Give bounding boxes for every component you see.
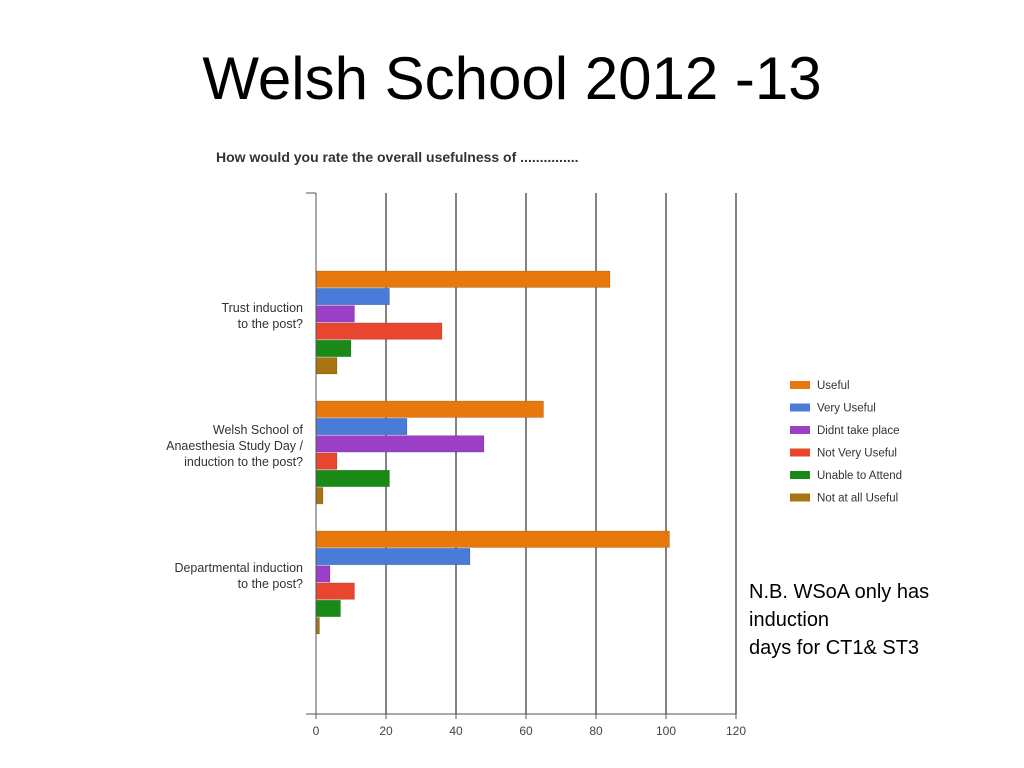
bar [315,487,324,505]
bar [315,418,408,436]
footnote: N.B. WSoA only has induction days for CT… [749,578,1019,662]
bar [315,530,670,548]
bar [315,339,352,357]
bar [315,305,355,323]
x-tick-label: 60 [519,724,533,738]
x-tick-label: 100 [656,724,676,738]
bar [315,357,338,375]
category-label: induction to the post? [184,455,303,469]
bar [315,400,544,418]
legend-label: Very Useful [817,403,876,415]
legend-swatch [790,471,810,479]
x-tick-label: 80 [589,724,603,738]
bar [315,452,338,470]
bars [315,270,670,635]
category-label: Departmental induction [174,561,303,575]
chart-title: How would you rate the overall usefulnes… [216,149,579,165]
legend-swatch [790,448,810,457]
bar [315,435,485,453]
bar [315,582,355,600]
legend-swatch [790,403,810,412]
legend: Useful Very Useful Didnt take place Not Ver… [790,380,902,505]
category-labels: Trust induction to the post? Welsh School … [166,301,303,591]
slide-title: Welsh School 2012 -13 [202,45,822,112]
axes: 0 20 40 60 80 100 120 [306,192,746,738]
category-label: Welsh School of [213,423,304,437]
bar [315,599,341,617]
legend-swatch [790,426,810,434]
legend-swatch [790,493,810,502]
footnote-line: induction [749,609,830,631]
x-tick-label: 20 [379,724,393,738]
legend-label: Not at all Useful [817,493,898,505]
bar [315,288,390,306]
category-label: to the post? [238,577,303,591]
category-label: to the post? [238,317,303,331]
legend-label: Didnt take place [817,425,899,437]
bar [315,270,611,288]
x-tick-label: 40 [449,724,463,738]
legend-label: Useful [817,380,850,392]
x-tick-label: 120 [726,724,746,738]
legend-swatch [790,381,810,389]
category-label: Trust induction [221,301,303,315]
bar [315,617,320,635]
legend-label: Not Very Useful [817,448,897,460]
bar [315,469,390,487]
footnote-line: N.B. WSoA only has [749,581,930,603]
category-label: Anaesthesia Study Day / [166,439,303,453]
grid-lines [385,193,737,714]
bar [315,565,331,583]
bar [315,548,471,566]
bar [315,322,443,340]
footnote-line: days for CT1& ST3 [749,637,920,659]
x-tick-label: 0 [313,724,320,738]
legend-label: Unable to Attend [817,470,902,482]
